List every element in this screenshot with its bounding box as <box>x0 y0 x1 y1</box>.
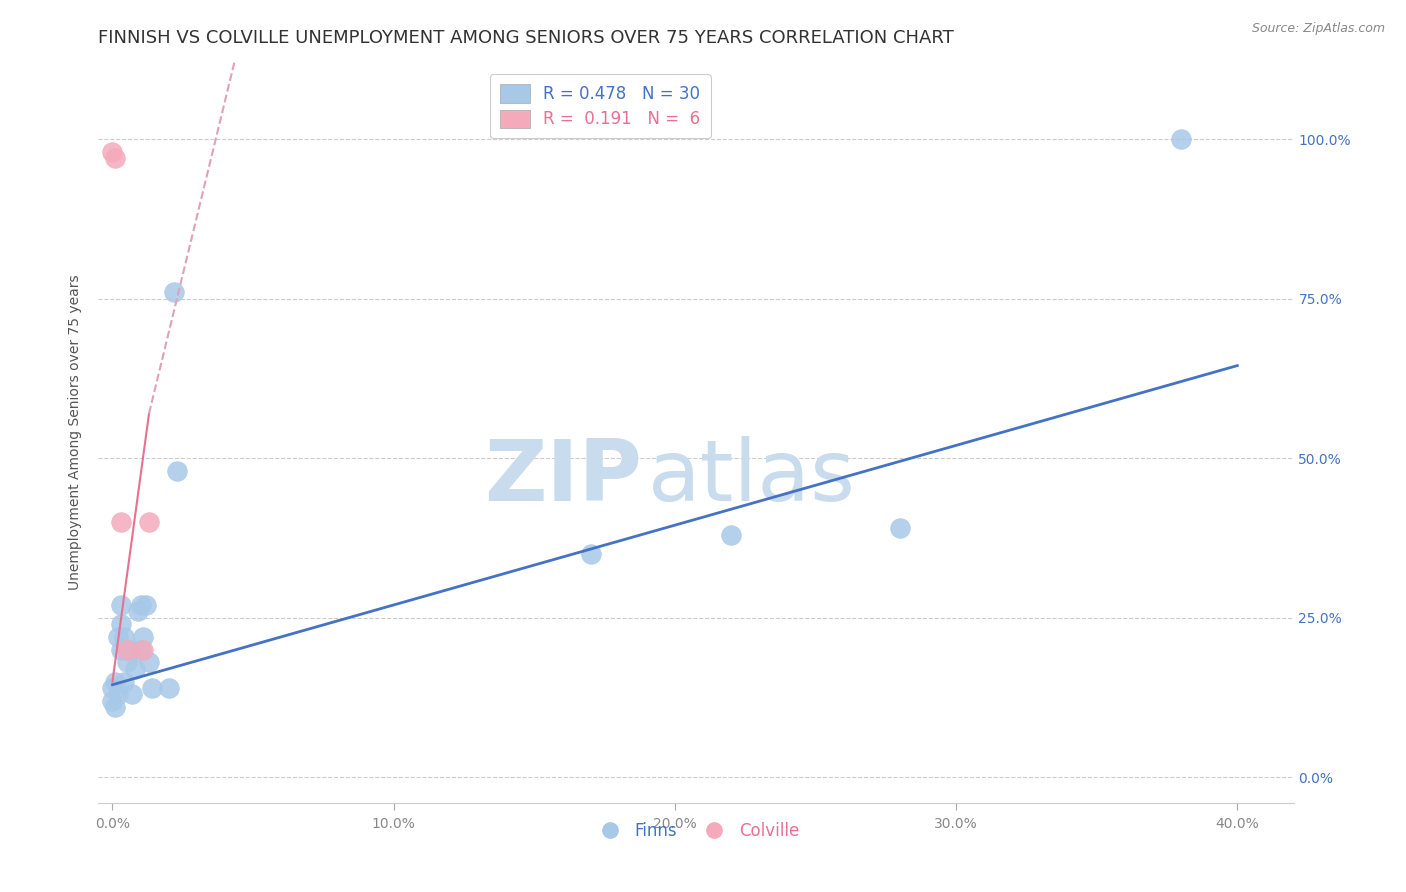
Point <box>101 145 124 159</box>
Point <box>163 285 186 300</box>
Point <box>720 527 742 541</box>
Point <box>121 642 143 657</box>
Point <box>104 700 127 714</box>
Point <box>115 656 138 670</box>
Point <box>104 151 127 165</box>
Point <box>132 630 155 644</box>
Point <box>132 642 155 657</box>
Point <box>1170 132 1192 146</box>
Point <box>110 598 132 612</box>
Point <box>157 681 180 695</box>
Point <box>121 687 143 701</box>
Point <box>889 521 911 535</box>
Point <box>107 687 129 701</box>
Point <box>110 617 132 632</box>
Point <box>129 598 152 612</box>
Point <box>112 630 135 644</box>
Point <box>104 674 127 689</box>
Text: FINNISH VS COLVILLE UNEMPLOYMENT AMONG SENIORS OVER 75 YEARS CORRELATION CHART: FINNISH VS COLVILLE UNEMPLOYMENT AMONG S… <box>98 29 955 47</box>
Point <box>138 656 160 670</box>
Point <box>101 694 124 708</box>
Y-axis label: Unemployment Among Seniors over 75 years: Unemployment Among Seniors over 75 years <box>69 275 83 591</box>
Point <box>118 642 141 657</box>
Text: ZIP: ZIP <box>485 435 643 518</box>
Point <box>579 547 602 561</box>
Point <box>138 515 160 529</box>
Point <box>135 598 157 612</box>
Point <box>107 630 129 644</box>
Point <box>129 642 152 657</box>
Point <box>110 642 132 657</box>
Point <box>110 515 132 529</box>
Point <box>124 662 146 676</box>
Point <box>101 681 124 695</box>
Point <box>141 681 163 695</box>
Point <box>166 464 188 478</box>
Point <box>112 674 135 689</box>
Legend: Finns, Colville: Finns, Colville <box>586 815 806 847</box>
Text: atlas: atlas <box>648 435 856 518</box>
Text: Source: ZipAtlas.com: Source: ZipAtlas.com <box>1251 22 1385 36</box>
Point <box>115 642 138 657</box>
Point <box>127 604 149 618</box>
